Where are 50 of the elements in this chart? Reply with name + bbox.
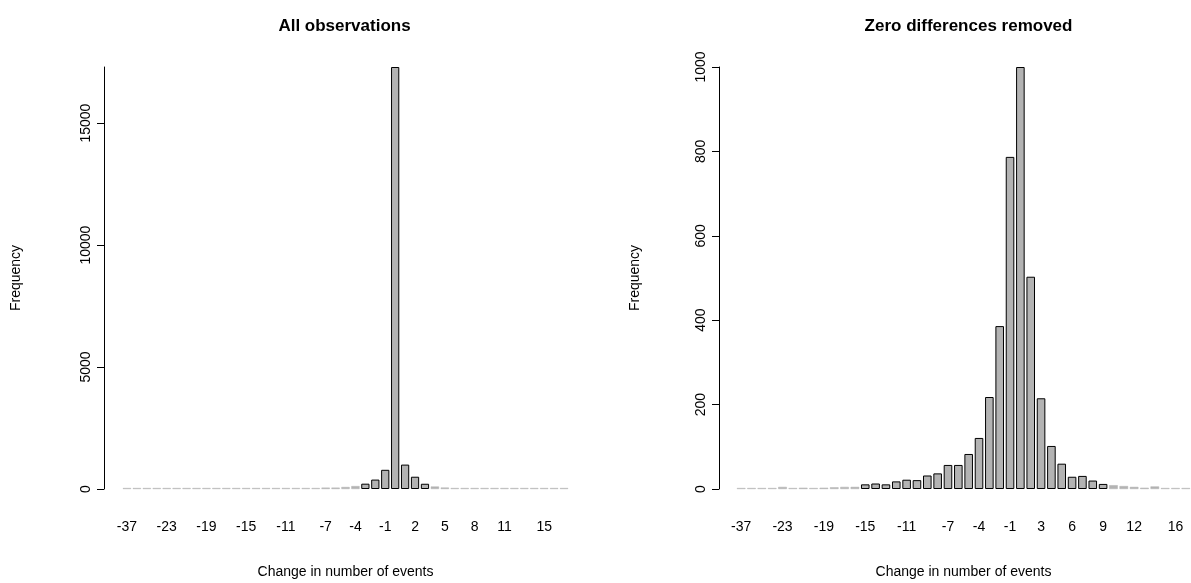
y-tick-label: 800 — [692, 139, 708, 164]
x-tick-label: 2 — [411, 518, 420, 534]
y-axis-title: Frequency — [7, 244, 23, 312]
y-tick-label: 600 — [692, 223, 708, 248]
x-tick-label: -23 — [156, 518, 178, 534]
x-tick-label: 11 — [497, 518, 512, 534]
bar — [974, 437, 984, 489]
x-tick-label: 12 — [1126, 518, 1143, 534]
x-tick-label: -15 — [855, 518, 876, 534]
y-tick-label: 200 — [692, 392, 708, 417]
x-tick-label: -23 — [772, 518, 793, 534]
x-tick-label: -19 — [813, 518, 835, 534]
x-tick-label: 15 — [536, 518, 553, 534]
x-tick-label: 8 — [470, 518, 479, 534]
chart-title: All observations — [278, 16, 411, 35]
x-axis-title: Change in number of events — [257, 563, 434, 579]
x-tick-label: 6 — [1068, 518, 1077, 534]
x-tick-label: -19 — [196, 518, 217, 534]
x-tick-label: -15 — [236, 518, 257, 534]
x-tick-label: -7 — [319, 518, 333, 534]
bar — [881, 484, 891, 489]
bar — [1005, 156, 1015, 489]
bar — [1036, 398, 1046, 489]
x-tick-label: 5 — [440, 518, 449, 534]
x-tick-label: -4 — [349, 518, 362, 534]
x-tick-label: -11 — [276, 518, 296, 534]
y-tick-label: 0 — [77, 484, 93, 493]
x-tick-label: 16 — [1167, 518, 1184, 534]
y-tick-label: 15000 — [77, 103, 93, 143]
x-tick-label: 9 — [1099, 518, 1108, 534]
bar — [400, 464, 410, 489]
x-tick-label: -7 — [941, 518, 955, 534]
y-tick-label: 400 — [692, 308, 708, 332]
bar — [943, 464, 953, 489]
y-axis-title: Frequency — [626, 244, 642, 312]
bar — [410, 476, 420, 489]
x-tick-label: -1 — [379, 518, 392, 534]
x-tick-label: -4 — [972, 518, 986, 534]
x-axis-title: Change in number of events — [875, 563, 1052, 579]
y-tick-label: 5000 — [77, 351, 93, 383]
chart-title: Zero differences removed — [864, 16, 1073, 35]
y-tick-label: 0 — [692, 484, 708, 493]
bar — [912, 480, 922, 489]
x-tick-label: -1 — [1003, 518, 1017, 534]
y-tick-label: 10000 — [77, 225, 93, 265]
x-tick-label: -11 — [897, 518, 917, 534]
x-tick-label: 3 — [1037, 518, 1046, 534]
x-tick-label: -37 — [731, 518, 752, 534]
y-tick-label: 1000 — [692, 51, 708, 83]
x-tick-label: -37 — [116, 518, 138, 534]
